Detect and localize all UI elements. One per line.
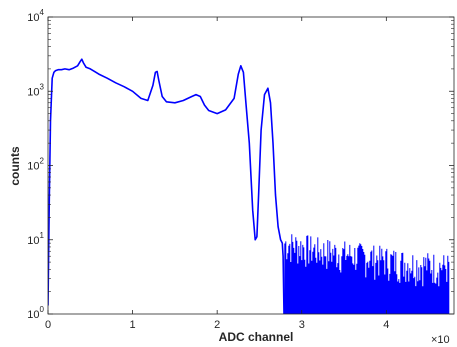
x-tick-label: 1 [130, 319, 136, 331]
x-tick-label: 0 [45, 319, 51, 331]
x-tick-label: 4 [383, 319, 389, 331]
tick-labels: 0 1 2 3 4 100 101 102 103 104 [27, 8, 389, 331]
axes [47, 16, 455, 315]
plot-area [48, 58, 450, 314]
y-tick-label: 101 [27, 231, 44, 247]
spectrum-line [48, 58, 285, 314]
y-tick-label: 103 [27, 82, 44, 98]
noise-tail [284, 234, 450, 314]
x-axis-multiplier: ×10 [431, 334, 450, 346]
x-tick-label: 2 [214, 319, 220, 331]
x-axis-title: ADC channel [219, 330, 294, 344]
y-tick-label: 102 [27, 157, 44, 173]
x-tick-label: 3 [299, 319, 305, 331]
y-tick-label: 104 [27, 8, 44, 24]
y-axis-title: counts [8, 146, 22, 186]
y-tick-label: 100 [27, 305, 44, 321]
